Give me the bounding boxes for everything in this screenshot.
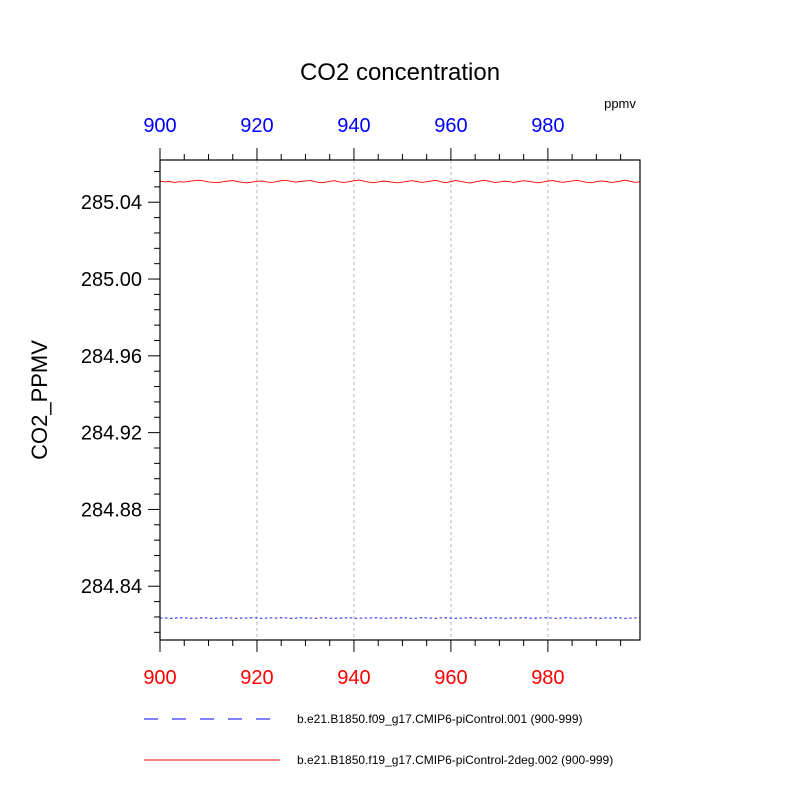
x-tick-label-top: 920 bbox=[240, 115, 273, 137]
y-tick-label: 284.84 bbox=[81, 576, 142, 598]
x-tick-label-top: 900 bbox=[143, 115, 176, 137]
series-layer bbox=[159, 179, 641, 619]
x-tick-label-bottom: 980 bbox=[531, 667, 564, 689]
x-tick-label-top: 940 bbox=[337, 115, 370, 137]
y-tick-label: 284.88 bbox=[81, 499, 142, 521]
y-tick-label: 284.92 bbox=[81, 423, 142, 445]
legend: b.e21.B1850.f09_g17.CMIP6-piControl.001 … bbox=[144, 712, 613, 767]
x-tick-label-top: 960 bbox=[434, 115, 467, 137]
series-line bbox=[159, 179, 641, 184]
legend-label: b.e21.B1850.f19_g17.CMIP6-piControl-2deg… bbox=[297, 753, 613, 767]
y-tick-label: 284.96 bbox=[81, 346, 142, 368]
x-tick-label-bottom: 920 bbox=[240, 667, 273, 689]
units-label: ppmv bbox=[604, 96, 636, 111]
chart-title: CO2 concentration bbox=[300, 59, 500, 86]
axis-ticks bbox=[148, 148, 622, 652]
x-tick-label-top: 980 bbox=[531, 115, 564, 137]
series-line bbox=[159, 617, 641, 619]
y-tick-label: 285.04 bbox=[81, 192, 142, 214]
tick-labels: 900 900 920 920 940 940 960 960 980 980 284.84 284.… bbox=[81, 115, 565, 689]
plot-frame bbox=[159, 159, 641, 641]
x-tick-label-bottom: 960 bbox=[434, 667, 467, 689]
y-axis-label: CO2_PPMV bbox=[27, 340, 52, 460]
legend-label: b.e21.B1850.f09_g17.CMIP6-piControl.001 … bbox=[297, 712, 583, 726]
x-tick-label-bottom: 900 bbox=[143, 667, 176, 689]
x-tick-label-bottom: 940 bbox=[337, 667, 370, 689]
vertical-grid bbox=[256, 160, 549, 640]
y-tick-label: 285.00 bbox=[81, 269, 142, 291]
